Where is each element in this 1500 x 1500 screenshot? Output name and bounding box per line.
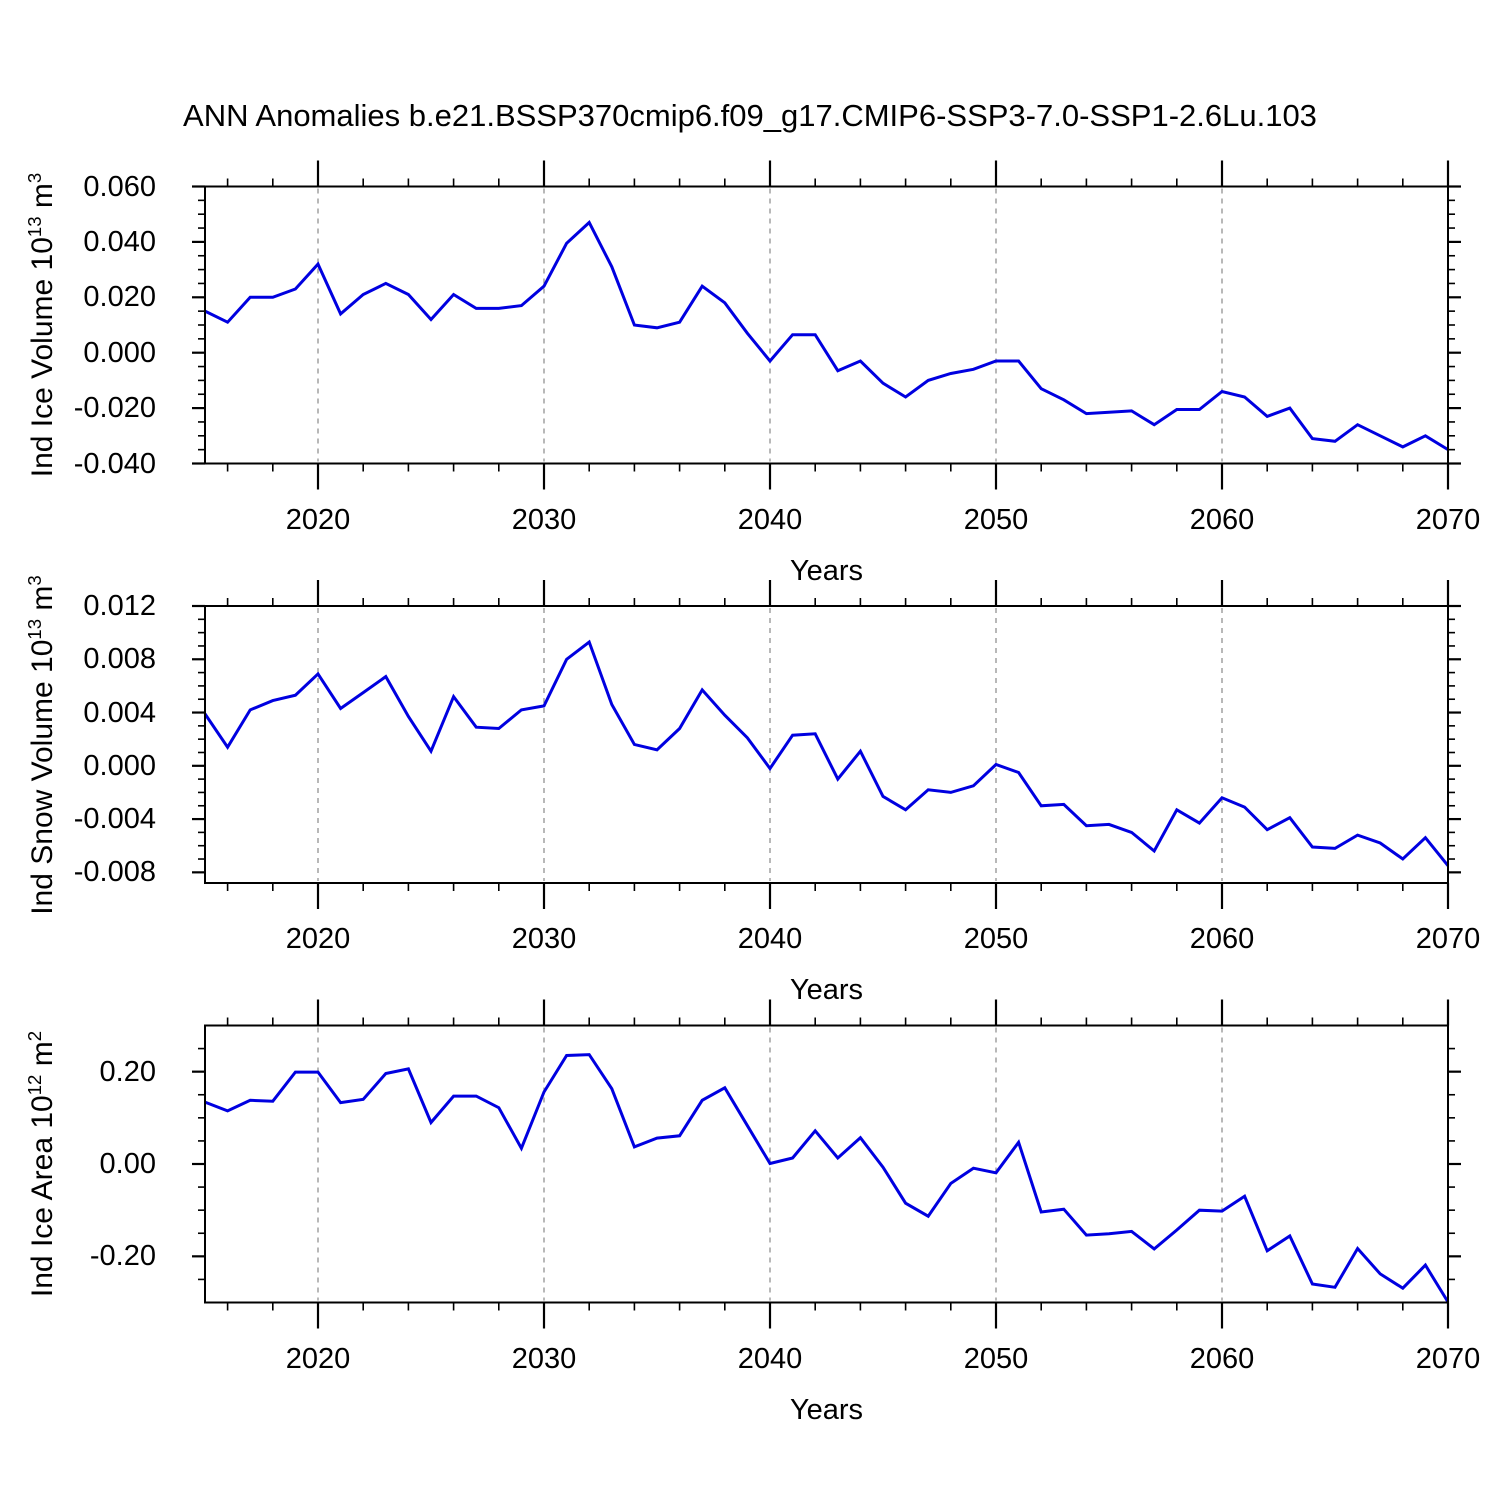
- y-tick-label-snow-volume-0: 0.012: [83, 590, 156, 622]
- y-tick-label-ice-volume-1: 0.040: [83, 225, 156, 258]
- y-tick-label-ice-volume-4: -0.020: [73, 392, 156, 425]
- axis-frame-ice-volume: [204, 185, 1449, 465]
- y-tick-label-snow-volume-3: 0.000: [83, 749, 156, 782]
- x-axis-title: Years: [789, 1393, 864, 1426]
- x-tick-label-snow-volume-2060: 2060: [1189, 923, 1255, 955]
- y-tick-label-ice-area-1: 0.00: [99, 1148, 156, 1180]
- y-tick-label-snow-volume-2: 0.004: [83, 696, 156, 729]
- y-tick-label-ice-volume-3: 0.000: [83, 336, 156, 369]
- x-tick-label-ice-volume-2060: 2060: [1189, 503, 1255, 536]
- chart-title: ANN Anomalies b.e21.BSSP370cmip6.f09_g17…: [183, 98, 1317, 133]
- x-axis-title: Years: [789, 974, 864, 1006]
- x-tick-label-ice-volume-2070: 2070: [1415, 503, 1481, 536]
- series-line-ice-area: [204, 1053, 1450, 1303]
- y-tick-label-snow-volume-4: -0.004: [73, 803, 156, 836]
- x-axis-title: Years: [789, 554, 864, 587]
- x-tick-label-snow-volume-2050: 2050: [963, 923, 1029, 955]
- x-tick-label-ice-volume-2050: 2050: [963, 503, 1029, 536]
- x-tick-label-ice-volume-2040: 2040: [737, 503, 803, 536]
- x-tick-label-snow-volume-2040: 2040: [737, 923, 803, 955]
- y-tick-label-ice-volume-0: 0.060: [83, 170, 156, 203]
- y-tick-label-snow-volume-5: -0.008: [73, 856, 156, 889]
- y-tick-label-ice-volume-2: 0.020: [83, 281, 156, 314]
- x-tick-label-snow-volume-2030: 2030: [511, 923, 577, 955]
- x-tick-label-ice-area-2060: 2060: [1189, 1342, 1255, 1375]
- axis-frame-snow-volume: [204, 605, 1449, 884]
- axis-frame-ice-area: [204, 1024, 1449, 1304]
- x-tick-label-ice-volume-2030: 2030: [511, 503, 577, 536]
- x-tick-label-snow-volume-2070: 2070: [1415, 923, 1481, 955]
- x-tick-label-ice-area-2070: 2070: [1415, 1342, 1481, 1375]
- x-tick-label-ice-area-2050: 2050: [963, 1342, 1029, 1375]
- y-tick-label-ice-volume-5: -0.040: [73, 447, 156, 480]
- y-axis-title-unit-exponent: 3: [24, 574, 45, 586]
- x-tick-label-snow-volume-2020: 2020: [285, 923, 351, 955]
- x-tick-label-ice-area-2030: 2030: [511, 1342, 577, 1375]
- y-tick-label-ice-area-2: -0.20: [89, 1240, 156, 1273]
- y-tick-label-snow-volume-1: 0.008: [83, 643, 156, 676]
- y-axis-title-unit-exponent: 2: [24, 1030, 45, 1042]
- x-tick-label-ice-area-2020: 2020: [285, 1342, 351, 1375]
- series-line-snow-volume: [203, 639, 1450, 867]
- x-tick-label-ice-volume-2020: 2020: [285, 503, 351, 536]
- x-tick-label-ice-area-2040: 2040: [737, 1342, 803, 1375]
- y-tick-label-ice-area-0: 0.20: [99, 1055, 156, 1088]
- series-line-ice-volume: [204, 220, 1449, 451]
